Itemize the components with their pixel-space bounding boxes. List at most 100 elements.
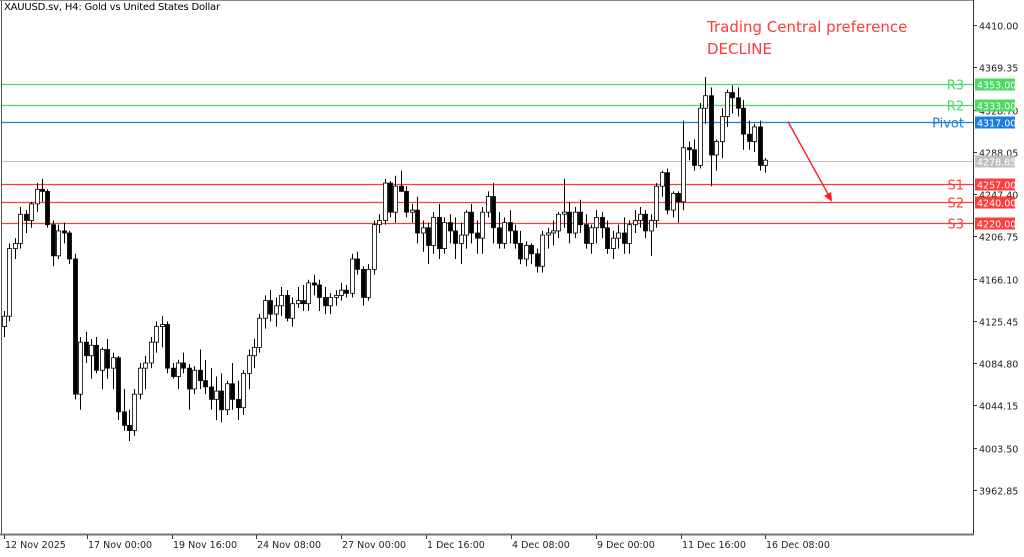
level-price-tag — [975, 99, 1015, 112]
candle — [62, 222, 67, 244]
level-name-s2: S2 — [947, 197, 964, 212]
price-tick-label: 4369.35 — [979, 64, 1018, 75]
chart-title: XAUUSD.sv, H4: Gold vs United States Dol… — [4, 2, 220, 13]
candle — [763, 158, 768, 173]
level-name-r3: R3 — [947, 79, 964, 94]
candle — [600, 212, 605, 239]
candle — [306, 279, 311, 311]
price-axis[interactable]: 4410.00 4369.35 4328.70 4288.05 4247.40 4206.… — [973, 22, 1018, 498]
trading-central-annotation: Trading Central preference DECLINE — [707, 16, 907, 60]
time-tick-label: 19 Nov 16:00 — [173, 540, 237, 551]
candle — [24, 210, 29, 233]
level-price-text: 4317.00 — [977, 119, 1016, 130]
candle — [584, 214, 589, 249]
candle — [415, 196, 420, 244]
level-name-r2: R2 — [947, 100, 964, 115]
candle — [127, 409, 132, 441]
level-price-text: 4220.00 — [977, 220, 1016, 231]
price-tick-label: 3962.85 — [979, 487, 1018, 498]
candle — [725, 89, 730, 127]
candle — [421, 220, 426, 252]
price-tick-label: 4410.00 — [979, 22, 1018, 33]
candle — [622, 217, 627, 254]
candle — [209, 368, 214, 410]
candle — [225, 380, 230, 415]
candle — [290, 297, 295, 327]
candle — [752, 123, 757, 152]
candle — [247, 349, 252, 389]
candle — [268, 290, 273, 322]
candle — [720, 108, 725, 159]
candle — [562, 178, 567, 228]
candle — [7, 243, 12, 322]
candle — [431, 212, 436, 254]
candle — [442, 217, 447, 254]
candle — [339, 282, 344, 301]
candle — [181, 352, 186, 374]
candle — [698, 102, 703, 169]
candle — [165, 321, 170, 374]
candle — [665, 168, 670, 215]
candle — [491, 183, 496, 244]
candle — [18, 206, 23, 249]
candle — [257, 314, 262, 353]
candle — [486, 191, 491, 218]
time-axis[interactable]: 12 Nov 2025 17 Nov 00:00 19 Nov 16:00 24 No… — [4, 535, 830, 551]
level-price-tag — [975, 178, 1015, 191]
candle — [453, 217, 458, 259]
candle — [388, 180, 393, 218]
candle — [671, 191, 676, 218]
level-price-text: 4257.00 — [977, 181, 1016, 192]
candle — [361, 266, 366, 306]
candle — [404, 186, 409, 218]
candle — [546, 227, 551, 249]
candle — [78, 336, 83, 410]
candle — [2, 310, 7, 337]
candle — [638, 206, 643, 228]
candle — [741, 99, 746, 150]
candle — [736, 87, 741, 117]
candle — [230, 362, 235, 410]
forecast-arrow — [787, 121, 832, 202]
candle — [279, 287, 284, 317]
candle — [687, 141, 692, 161]
candle — [567, 201, 572, 244]
candle — [551, 220, 556, 246]
candle — [236, 380, 241, 421]
candle — [263, 295, 268, 329]
candle — [111, 352, 116, 389]
candle — [122, 388, 127, 431]
level-price-text: 4353.00 — [977, 81, 1016, 92]
candle — [296, 287, 301, 308]
candle — [187, 364, 192, 410]
candle — [241, 370, 246, 415]
time-tick-label: 12 Nov 2025 — [5, 540, 66, 551]
price-tick-label: 4084.80 — [979, 360, 1018, 371]
time-tick-label: 27 Nov 00:00 — [342, 540, 406, 551]
candle — [578, 199, 583, 233]
candle — [709, 87, 714, 187]
candle — [633, 210, 638, 233]
candle — [508, 210, 513, 244]
candle — [105, 339, 110, 379]
candle — [73, 253, 78, 400]
candle — [355, 251, 360, 275]
candle — [203, 359, 208, 395]
candle — [35, 183, 40, 213]
candle — [350, 253, 355, 298]
candle — [198, 349, 203, 389]
candle — [84, 331, 89, 363]
time-tick-label: 16 Dec 08:00 — [766, 540, 830, 551]
arrow-head-icon — [824, 191, 832, 202]
arrow-shaft — [787, 121, 830, 197]
candle — [464, 210, 469, 249]
level-price-tag — [975, 217, 1015, 230]
candle — [758, 120, 763, 171]
candle — [594, 210, 599, 244]
time-tick-label: 9 Dec 00:00 — [597, 540, 655, 551]
candlesticks — [2, 76, 768, 441]
candle — [51, 220, 56, 267]
candle — [703, 76, 708, 124]
